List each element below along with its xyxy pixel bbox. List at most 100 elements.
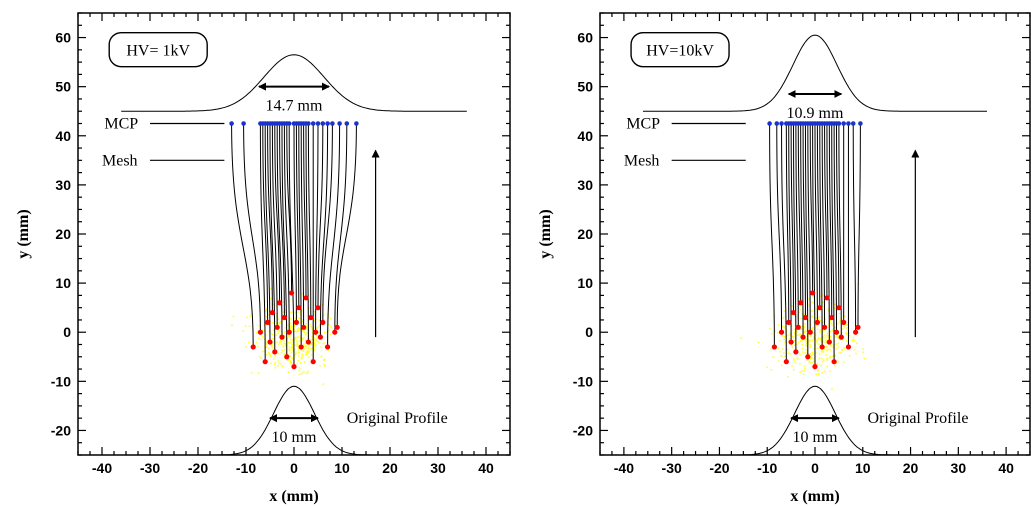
ion-cloud-dot (804, 330, 807, 332)
ion-cloud-dot (294, 311, 297, 314)
ion-cloud-dot (319, 364, 321, 367)
ion-cloud-dot (794, 328, 796, 331)
ion-cloud-dot (307, 300, 310, 302)
ion-cloud-dot (265, 315, 268, 318)
ion-cloud-dot (834, 303, 836, 306)
ion-cloud-dot (827, 335, 830, 337)
ion-cloud-dot (301, 320, 304, 323)
x-tick-label: -10 (757, 460, 777, 476)
ion-cloud-dot (797, 358, 799, 360)
ion-cloud-dot (818, 318, 820, 320)
ion-cloud-dot (265, 310, 268, 313)
trajectory-start-point (310, 359, 316, 365)
ion-cloud-dot (272, 337, 275, 340)
ion-cloud-dot (289, 355, 291, 358)
ion-cloud-dot (262, 335, 264, 338)
ion-cloud-dot (315, 334, 318, 337)
ion-cloud-dot (273, 358, 275, 361)
input-width-label: 10 mm (272, 429, 317, 446)
ion-cloud-dot (279, 321, 282, 323)
ion-cloud-dot (272, 329, 275, 331)
trajectory-start-point (272, 349, 278, 355)
trajectory-start-point (824, 295, 830, 301)
ion-cloud-dot (821, 360, 824, 363)
ion-cloud-dot (283, 353, 285, 355)
ion-cloud-dot (330, 317, 332, 320)
y-tick-label: 40 (55, 128, 71, 144)
ion-trajectory (836, 123, 840, 308)
ion-cloud-dot (837, 346, 839, 349)
ion-cloud-dot (287, 341, 290, 344)
ion-cloud-dot (277, 332, 279, 334)
ion-cloud-dot (313, 339, 315, 341)
ion-cloud-dot (778, 360, 780, 362)
ion-cloud-dot (286, 315, 288, 318)
ion-cloud-dot (261, 350, 264, 353)
ion-cloud-dot (315, 340, 318, 342)
trajectory-start-point (798, 300, 804, 306)
ion-cloud-dot (805, 344, 808, 347)
ion-cloud-dot (820, 295, 822, 297)
ion-cloud-dot (301, 310, 303, 312)
ion-cloud-dot (853, 339, 855, 341)
ion-cloud-dot (302, 330, 305, 332)
ion-cloud-dot (271, 345, 273, 348)
trajectory-start-point (778, 329, 785, 335)
ion-cloud-dot (303, 343, 305, 345)
ion-cloud-dot (287, 371, 290, 373)
ion-cloud-dot (844, 315, 846, 317)
trajectory-end-point (841, 121, 846, 126)
ion-cloud-dot (831, 388, 833, 390)
ion-cloud-dot (797, 341, 800, 343)
ion-cloud-dot (298, 367, 301, 369)
ion-cloud-dot (777, 347, 780, 349)
ion-cloud-dot (846, 323, 848, 326)
ion-cloud-dot (320, 333, 322, 336)
y-axis-title: y (mm) (15, 209, 32, 258)
ion-cloud-dot (280, 362, 282, 365)
ion-cloud-dot (258, 337, 260, 340)
trajectory-end-point (344, 121, 350, 126)
ion-cloud-dot (302, 338, 304, 340)
ion-cloud-dot (811, 301, 813, 303)
ion-cloud-dot (263, 350, 266, 353)
ion-cloud-dot (793, 332, 796, 334)
ion-cloud-dot (811, 339, 814, 341)
ion-cloud-dot (814, 333, 817, 335)
x-tick-label: -10 (236, 460, 256, 476)
ion-cloud-dot (820, 364, 822, 367)
ion-trajectory (785, 123, 790, 323)
ion-cloud-dot (804, 352, 806, 354)
ion-cloud-dot (295, 330, 298, 333)
ion-cloud-dot (806, 359, 809, 361)
trajectory-start-point (257, 329, 263, 335)
ion-cloud-dot (843, 326, 845, 328)
y-tick-label: 30 (577, 177, 593, 193)
ion-cloud-dot (805, 338, 807, 340)
ion-cloud-dot (845, 333, 848, 335)
ion-cloud-dot (808, 360, 811, 363)
ion-cloud-dot (798, 334, 800, 336)
ion-cloud-dot (839, 319, 841, 322)
ion-cloud-dot (838, 352, 841, 354)
trajectory-start-point (267, 339, 273, 345)
ion-cloud-dot (862, 351, 864, 353)
x-tick-label: -30 (140, 460, 160, 476)
y-tick-label: 0 (63, 324, 71, 340)
ion-cloud-dot (265, 342, 267, 344)
ion-cloud-dot (855, 352, 857, 355)
ion-cloud-dot (292, 328, 294, 330)
ion-cloud-dot (280, 343, 283, 346)
ion-cloud-dot (291, 325, 293, 327)
ion-cloud-dot (305, 326, 308, 328)
ion-cloud-dot (817, 338, 819, 341)
ion-cloud-dot (795, 329, 798, 332)
ion-cloud-dot (799, 363, 801, 365)
ion-cloud-dot (296, 315, 298, 317)
ion-cloud-dot (310, 323, 312, 325)
ion-cloud-dot (831, 329, 834, 331)
trajectory-start-point (308, 314, 314, 321)
ion-trajectory (286, 123, 293, 293)
ion-cloud-dot (819, 331, 821, 333)
ion-cloud-dot (811, 327, 813, 329)
